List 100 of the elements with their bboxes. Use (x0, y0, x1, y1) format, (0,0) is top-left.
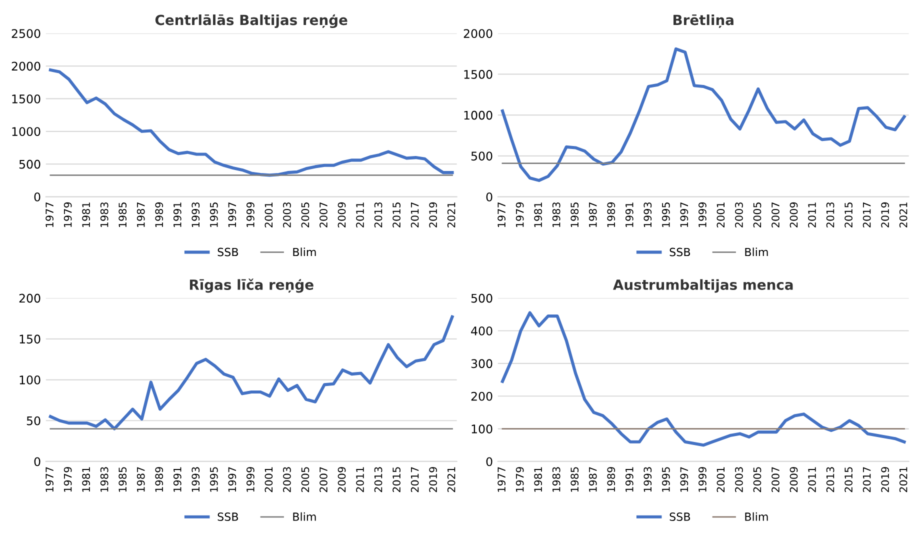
x-tick-label: 2013 (374, 202, 382, 228)
x-tick-label: 2011 (808, 202, 816, 228)
x-tick-label: 1981 (534, 467, 542, 492)
x-tick-label: 1999 (246, 467, 254, 492)
x-tick-label: 1977 (498, 467, 506, 492)
y-tick-label: 2000 (12, 62, 40, 71)
x-tick-label: 1999 (698, 202, 706, 227)
x-tick-label: 1987 (588, 467, 597, 492)
x-tick-label: 2007 (772, 467, 780, 492)
x-tick-label: 1989 (607, 467, 616, 492)
x-tick-label: 2001 (264, 467, 273, 492)
chart-title: Rīgas līča reņģe (190, 278, 314, 293)
x-tick-label: 2007 (320, 467, 328, 492)
line-series (48, 315, 454, 430)
x-tick-label: 1983 (100, 467, 108, 492)
x-tick-label: 1977 (498, 202, 506, 227)
x-tick-label: 1999 (246, 202, 254, 227)
x-tick-label: 1983 (552, 202, 560, 227)
x-tick-label: 2013 (826, 467, 834, 492)
x-tick-label: 1991 (173, 202, 182, 227)
y-tick-label: 100 (20, 376, 40, 384)
x-tick-label: 1985 (118, 467, 127, 492)
y-tick-label: 2500 (12, 29, 40, 38)
x-tick-label: 2003 (283, 202, 291, 228)
x-tick-label: 2015 (392, 467, 400, 492)
y-tick-label: 0 (486, 192, 492, 202)
x-tick-label: 1987 (588, 202, 597, 227)
x-tick-label: 1977 (46, 202, 54, 227)
line-series (500, 47, 906, 182)
x-tick-label: 2019 (881, 202, 890, 228)
x-tick-label: 2001 (716, 467, 725, 492)
x-tick-label: 1981 (82, 202, 90, 227)
x-tick-label: 2007 (772, 202, 780, 228)
legend-label: Blim (293, 248, 316, 256)
x-tick-label: 1997 (228, 467, 236, 492)
x-tick-label: 2013 (374, 467, 382, 492)
x-tick-label: 1979 (516, 467, 524, 492)
y-tick-label: 1500 (464, 70, 492, 79)
line-series (500, 311, 906, 447)
legend-label: SSB (670, 248, 690, 256)
x-tick-label: 1989 (155, 202, 164, 227)
x-tick-label: 1991 (625, 202, 634, 227)
chart-title: Centrlālās Baltijas reņģe (155, 14, 348, 28)
x-tick-label: 2001 (716, 202, 725, 228)
x-tick-label: 1981 (82, 467, 90, 492)
y-tick-label: 100 (472, 424, 492, 434)
x-tick-label: 2015 (844, 467, 852, 492)
x-tick-label: 1995 (210, 202, 218, 227)
x-tick-label: 1983 (100, 202, 108, 227)
x-tick-label: 2009 (338, 467, 346, 492)
x-tick-label: 2019 (429, 202, 438, 228)
y-tick-label: 200 (19, 294, 40, 303)
x-tick-label: 2003 (283, 467, 291, 492)
y-tick-label: 500 (471, 294, 492, 303)
x-tick-label: 1989 (607, 202, 616, 227)
y-tick-label: 1500 (12, 94, 40, 104)
x-tick-label: 1995 (662, 467, 670, 492)
x-tick-label: 2009 (790, 467, 798, 492)
x-tick-label: 1999 (698, 467, 706, 492)
x-tick-label: 2013 (826, 202, 834, 228)
legend-label: Blim (293, 512, 316, 521)
legend-label: Blim (745, 512, 768, 521)
x-tick-label: 2009 (790, 202, 798, 228)
chart-title: Brētliņa (674, 14, 734, 28)
x-tick-label: 2005 (753, 202, 762, 228)
x-tick-label: 2017 (410, 467, 419, 492)
x-tick-label: 1985 (570, 467, 579, 492)
x-tick-label: 2003 (735, 202, 743, 228)
chart-title: Austrumbaltijas menca (613, 279, 793, 293)
x-tick-label: 1979 (516, 202, 524, 227)
x-tick-label: 1979 (64, 202, 72, 227)
x-tick-label: 2021 (447, 202, 456, 228)
line-series (48, 68, 454, 177)
x-tick-label: 2019 (429, 467, 438, 492)
x-tick-label: 1989 (155, 467, 164, 492)
x-tick-label: 1981 (534, 202, 542, 227)
y-tick-label: 300 (471, 359, 492, 368)
x-tick-label: 2003 (735, 467, 743, 492)
x-tick-label: 2017 (410, 202, 419, 228)
y-tick-label: 0 (486, 457, 492, 466)
x-tick-label: 2007 (320, 202, 328, 228)
x-tick-label: 2011 (356, 467, 364, 492)
x-tick-label: 2011 (356, 202, 364, 228)
x-tick-label: 2005 (301, 202, 310, 228)
y-tick-label: 200 (471, 392, 492, 401)
x-tick-label: 2015 (844, 202, 852, 228)
y-tick-label: 1000 (12, 127, 40, 136)
x-tick-label: 1991 (625, 467, 634, 492)
y-tick-label: 0 (34, 192, 40, 202)
x-tick-label: 2011 (808, 467, 816, 492)
x-tick-label: 2015 (392, 202, 400, 228)
x-tick-label: 1997 (680, 467, 688, 492)
x-tick-label: 2021 (899, 467, 908, 492)
y-tick-label: 500 (471, 152, 492, 161)
x-tick-label: 1985 (570, 202, 579, 227)
y-tick-label: 50 (26, 416, 40, 426)
x-tick-label: 1985 (118, 202, 127, 227)
x-tick-label: 2005 (301, 467, 310, 492)
y-tick-label: 500 (19, 160, 40, 169)
x-tick-label: 2019 (881, 467, 890, 492)
